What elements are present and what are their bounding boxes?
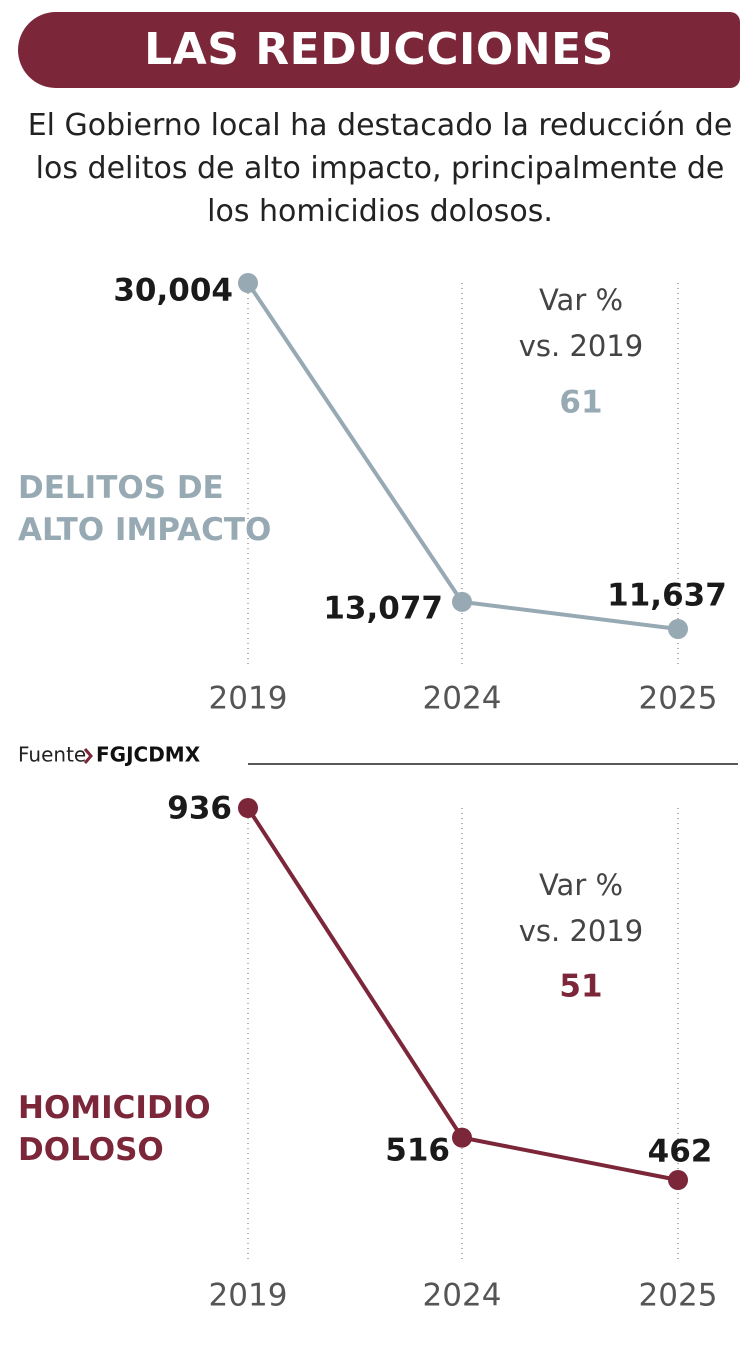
value-label: 13,077: [323, 591, 443, 627]
value-label: 516: [385, 1133, 450, 1169]
source: FGJCDMX: [96, 743, 201, 767]
x-tick-label: 2019: [209, 1278, 288, 1314]
title-banner: LAS REDUCCIONES: [18, 12, 740, 88]
data-point: [238, 273, 258, 293]
value-label: 11,637: [607, 578, 727, 614]
data-point: [668, 619, 688, 639]
data-point: [238, 798, 258, 818]
chevron-icon: [83, 748, 93, 764]
source-label: Fuente: [18, 743, 86, 767]
annotation: Var %: [539, 283, 623, 317]
change-value: 51: [559, 969, 602, 1005]
value-label: 30,004: [113, 273, 233, 309]
x-tick-label: 2019: [209, 681, 288, 717]
annotation: vs. 2019: [519, 329, 644, 363]
data-point: [668, 1170, 688, 1190]
series-label: HOMICIDIO DOLOSO: [18, 1090, 211, 1168]
data-point: [452, 591, 472, 612]
annotation: vs. 2019: [519, 914, 644, 948]
x-tick-label: 2025: [639, 681, 718, 717]
x-tick-label: 2025: [639, 1278, 718, 1314]
value-label: 462: [648, 1134, 713, 1170]
annotation: Var %: [539, 868, 623, 902]
x-tick-label: 2024: [423, 681, 502, 717]
value-label: 936: [167, 791, 232, 827]
change-value: 61: [559, 385, 602, 421]
x-tick-label: 2024: [423, 1278, 502, 1314]
series-label: DELITOS DE ALTO IMPACTO: [18, 470, 272, 548]
series-line: [246, 806, 679, 1182]
data-point: [452, 1127, 472, 1148]
subtitle: El Gobierno local ha destacado la reducc…: [27, 108, 733, 229]
